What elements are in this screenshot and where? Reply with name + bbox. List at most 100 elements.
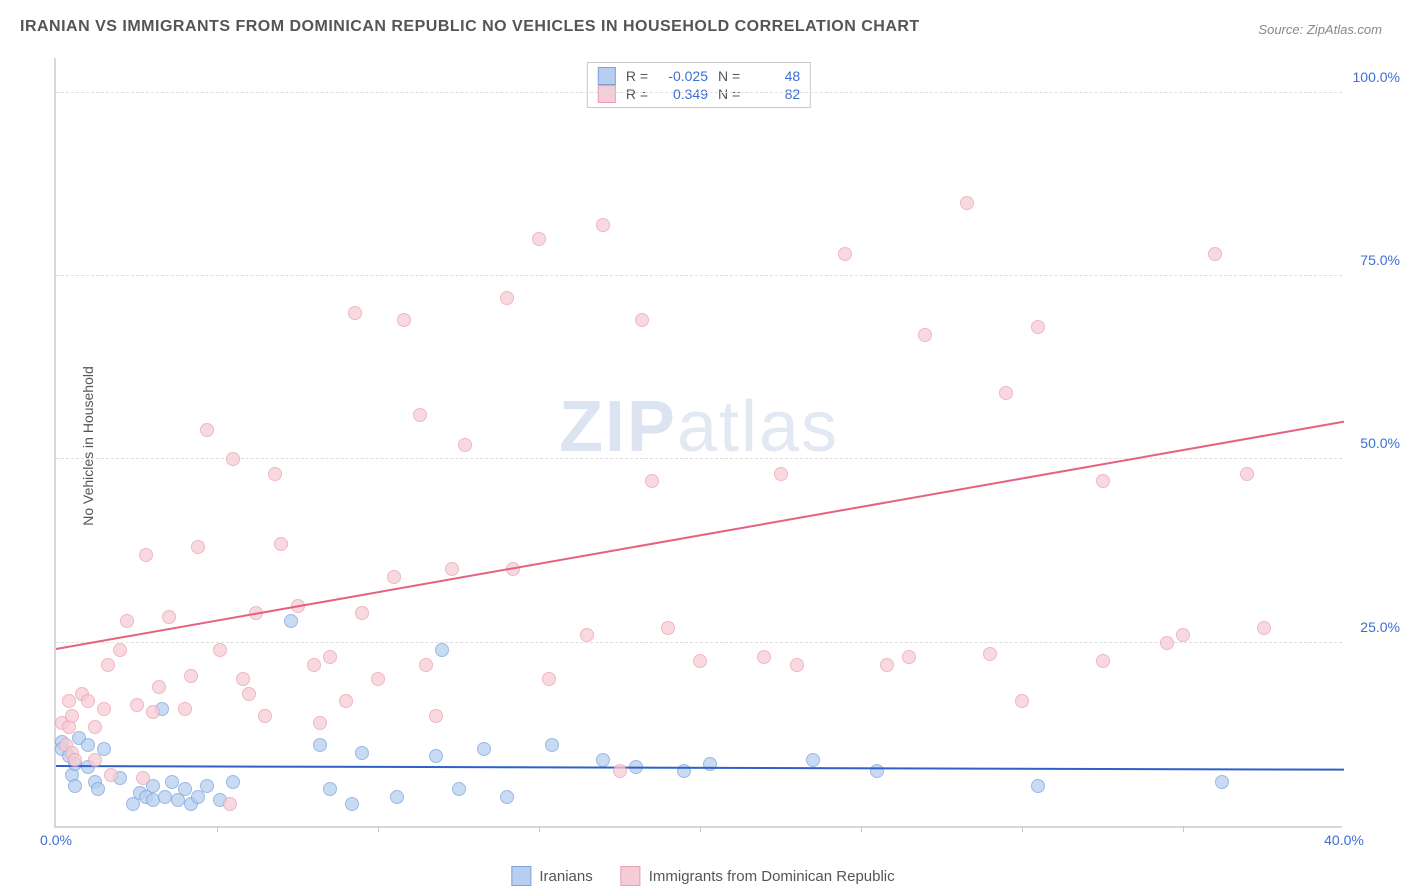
data-point	[184, 669, 198, 683]
x-tick-mark	[1183, 826, 1184, 832]
data-point	[960, 196, 974, 210]
data-point	[542, 672, 556, 686]
data-point	[596, 753, 610, 767]
data-point	[242, 687, 256, 701]
data-point	[1240, 467, 1254, 481]
legend-label: Immigrants from Dominican Republic	[649, 868, 895, 885]
data-point	[152, 680, 166, 694]
data-point	[223, 797, 237, 811]
data-point	[313, 716, 327, 730]
data-point	[1031, 320, 1045, 334]
data-point	[139, 548, 153, 562]
data-point	[790, 658, 804, 672]
watermark-zip: ZIP	[559, 387, 677, 467]
data-point	[1176, 628, 1190, 642]
data-point	[419, 658, 433, 672]
legend-r-value: 0.349	[658, 86, 708, 102]
data-point	[191, 540, 205, 554]
data-point	[413, 408, 427, 422]
x-tick-mark	[378, 826, 379, 832]
data-point	[355, 746, 369, 760]
gridline	[56, 275, 1342, 276]
y-tick-label: 75.0%	[1348, 252, 1400, 268]
data-point	[1215, 775, 1229, 789]
data-point	[477, 742, 491, 756]
data-point	[104, 768, 118, 782]
trend-line	[56, 421, 1344, 650]
data-point	[870, 764, 884, 778]
data-point	[323, 650, 337, 664]
data-point	[339, 694, 353, 708]
chart-title: IRANIAN VS IMMIGRANTS FROM DOMINICAN REP…	[20, 18, 920, 36]
data-point	[355, 606, 369, 620]
data-point	[200, 423, 214, 437]
data-point	[580, 628, 594, 642]
data-point	[902, 650, 916, 664]
legend-swatch	[598, 85, 616, 103]
data-point	[88, 753, 102, 767]
data-point	[371, 672, 385, 686]
source-label: Source: ZipAtlas.com	[1258, 22, 1382, 37]
data-point	[774, 467, 788, 481]
data-point	[757, 650, 771, 664]
legend-n-value: 48	[750, 68, 800, 84]
legend-label: Iranians	[539, 868, 592, 885]
data-point	[999, 386, 1013, 400]
data-point	[146, 705, 160, 719]
data-point	[500, 291, 514, 305]
data-point	[81, 738, 95, 752]
data-point	[162, 610, 176, 624]
x-tick-mark	[217, 826, 218, 832]
data-point	[645, 474, 659, 488]
data-point	[226, 452, 240, 466]
data-point	[136, 771, 150, 785]
x-tick-mark	[861, 826, 862, 832]
source-link[interactable]: ZipAtlas.com	[1307, 22, 1382, 37]
data-point	[1015, 694, 1029, 708]
data-point	[307, 658, 321, 672]
data-point	[97, 702, 111, 716]
legend-n-label: N =	[718, 68, 740, 84]
legend-swatch	[621, 866, 641, 886]
data-point	[213, 643, 227, 657]
x-tick-label: 0.0%	[40, 832, 72, 848]
x-tick-mark	[700, 826, 701, 832]
gridline	[56, 458, 1342, 459]
watermark-atlas: atlas	[677, 387, 839, 467]
legend-r-label: R =	[626, 68, 648, 84]
data-point	[178, 702, 192, 716]
x-tick-label: 40.0%	[1324, 832, 1364, 848]
data-point	[1096, 654, 1110, 668]
legend-r-value: -0.025	[658, 68, 708, 84]
data-point	[880, 658, 894, 672]
data-point	[274, 537, 288, 551]
data-point	[226, 775, 240, 789]
data-point	[68, 753, 82, 767]
scatter-plot: ZIPatlas R =-0.025N =48R =0.349N =82 25.…	[54, 58, 1342, 828]
source-prefix: Source:	[1258, 22, 1303, 37]
trend-line	[56, 765, 1344, 771]
data-point	[165, 775, 179, 789]
legend-r-label: R =	[626, 86, 648, 102]
data-point	[532, 232, 546, 246]
y-tick-label: 50.0%	[1348, 435, 1400, 451]
data-point	[635, 313, 649, 327]
data-point	[91, 782, 105, 796]
data-point	[200, 779, 214, 793]
data-point	[1257, 621, 1271, 635]
data-point	[545, 738, 559, 752]
data-point	[452, 782, 466, 796]
legend-series: Iranians Immigrants from Dominican Republ…	[511, 866, 894, 886]
legend-row: R =0.349N =82	[598, 85, 800, 103]
legend-swatch	[511, 866, 531, 886]
data-point	[397, 313, 411, 327]
data-point	[596, 218, 610, 232]
data-point	[113, 643, 127, 657]
data-point	[387, 570, 401, 584]
x-tick-mark	[1022, 826, 1023, 832]
data-point	[130, 698, 144, 712]
legend-n-value: 82	[750, 86, 800, 102]
data-point	[120, 614, 134, 628]
y-tick-label: 25.0%	[1348, 619, 1400, 635]
data-point	[838, 247, 852, 261]
